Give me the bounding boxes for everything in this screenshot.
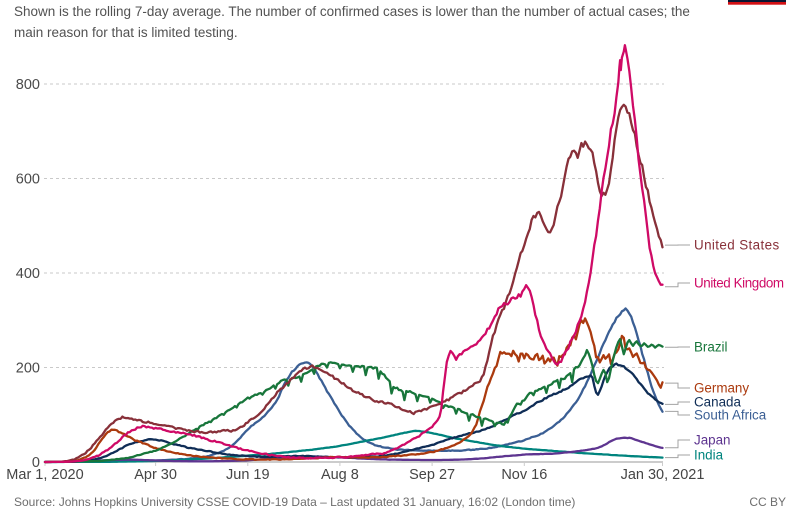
svg-text:CC BY: CC BY [749,495,786,509]
svg-text:200: 200 [16,361,40,377]
svg-text:Germany: Germany [694,381,749,396]
svg-text:400: 400 [16,266,40,282]
svg-text:India: India [694,448,724,463]
svg-text:Apr 30: Apr 30 [134,467,177,483]
svg-text:main reason for that is limite: main reason for that is limited testing. [14,25,238,40]
svg-text:Jan 30, 2021: Jan 30, 2021 [621,467,705,483]
svg-text:Sep 27: Sep 27 [409,467,455,483]
svg-text:Aug 8: Aug 8 [321,467,359,483]
svg-text:United States: United States [694,238,780,253]
svg-text:Jun 19: Jun 19 [226,467,270,483]
svg-text:800: 800 [16,77,40,93]
svg-text:Source: Johns Hopkins Universi: Source: Johns Hopkins University CSSE CO… [14,495,575,509]
svg-text:Canada: Canada [694,395,741,410]
svg-text:Japan: Japan [694,433,730,448]
svg-text:Nov 16: Nov 16 [501,467,547,483]
svg-text:United Kingdom: United Kingdom [694,276,784,291]
svg-text:Shown is the rolling 7-day ave: Shown is the rolling 7-day average. The … [14,4,690,19]
svg-text:600: 600 [16,172,40,188]
svg-text:Mar 1, 2020: Mar 1, 2020 [6,467,83,483]
svg-text:0: 0 [32,455,40,471]
svg-text:South Africa: South Africa [694,408,767,423]
svg-text:Brazil: Brazil [694,340,728,355]
